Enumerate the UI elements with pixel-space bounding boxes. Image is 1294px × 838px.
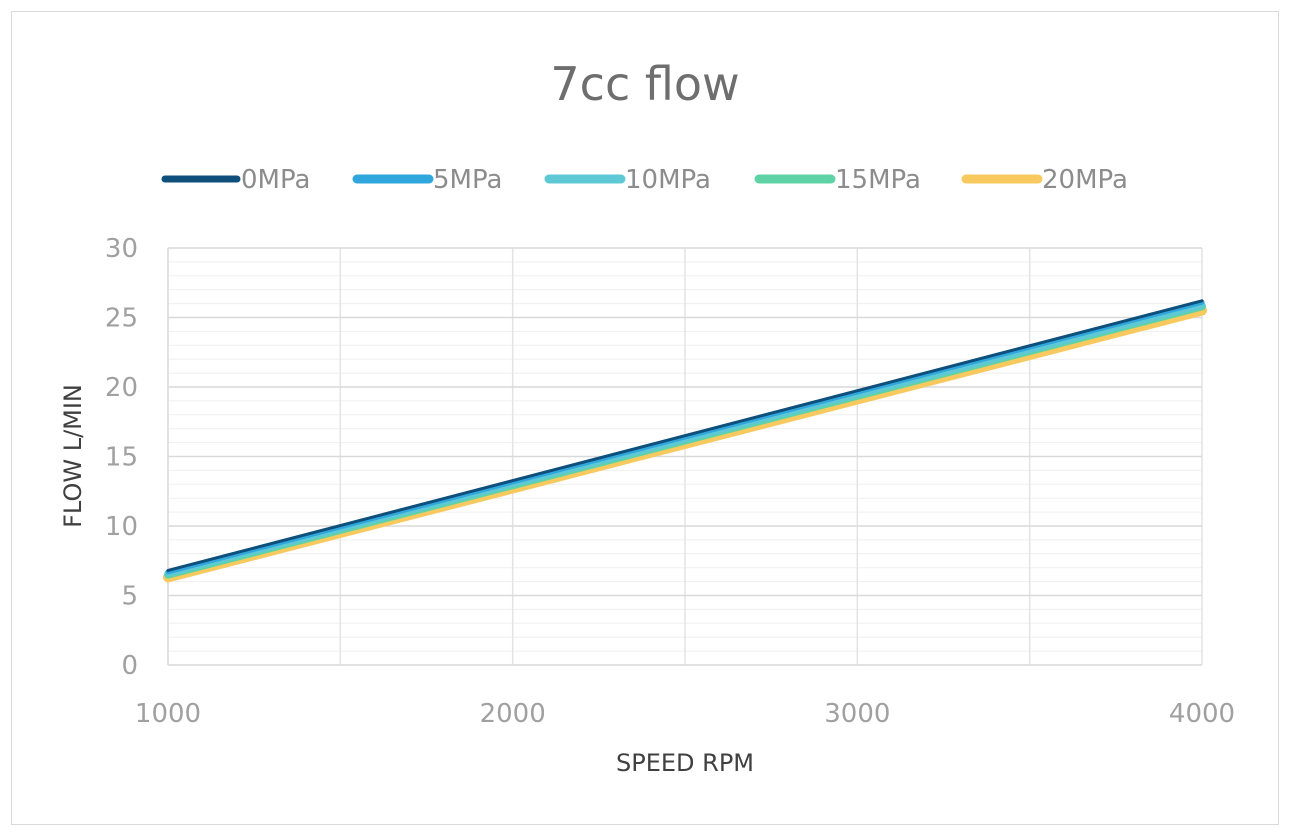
x-tick-label: 1000 <box>135 699 201 729</box>
legend-label: 15MPa <box>835 165 921 195</box>
y-tick-label: 5 <box>121 582 138 612</box>
legend-label: 10MPa <box>625 165 711 195</box>
x-tick-label: 3000 <box>824 699 890 729</box>
x-axis-ticks: 1000 2000 3000 4000 <box>135 699 1235 729</box>
y-axis-ticks: 0 5 10 15 20 25 30 <box>105 234 138 681</box>
legend-label: 5MPa <box>433 165 502 195</box>
y-tick-label: 30 <box>105 234 138 264</box>
chart-title: 7cc flow <box>550 57 739 111</box>
chart-frame <box>11 11 1279 825</box>
y-tick-label: 20 <box>105 373 138 403</box>
x-tick-label: 2000 <box>480 699 546 729</box>
x-axis-label: SPEED RPM <box>616 749 754 777</box>
legend: 0MPa 5MPa 10MPa 15MPa 20MPa <box>161 165 1128 195</box>
legend-label: 20MPa <box>1042 165 1128 195</box>
gridlines <box>167 247 1203 666</box>
legend-label: 0MPa <box>241 165 310 195</box>
y-tick-label: 10 <box>105 512 138 542</box>
series-line-0MPa <box>166 299 1204 572</box>
y-axis-label: FLOW L/MIN <box>59 384 87 528</box>
series-lines <box>163 299 1207 583</box>
y-tick-label: 0 <box>121 651 138 681</box>
y-tick-label: 25 <box>105 304 138 334</box>
y-tick-label: 15 <box>105 443 138 473</box>
x-tick-label: 4000 <box>1169 699 1235 729</box>
